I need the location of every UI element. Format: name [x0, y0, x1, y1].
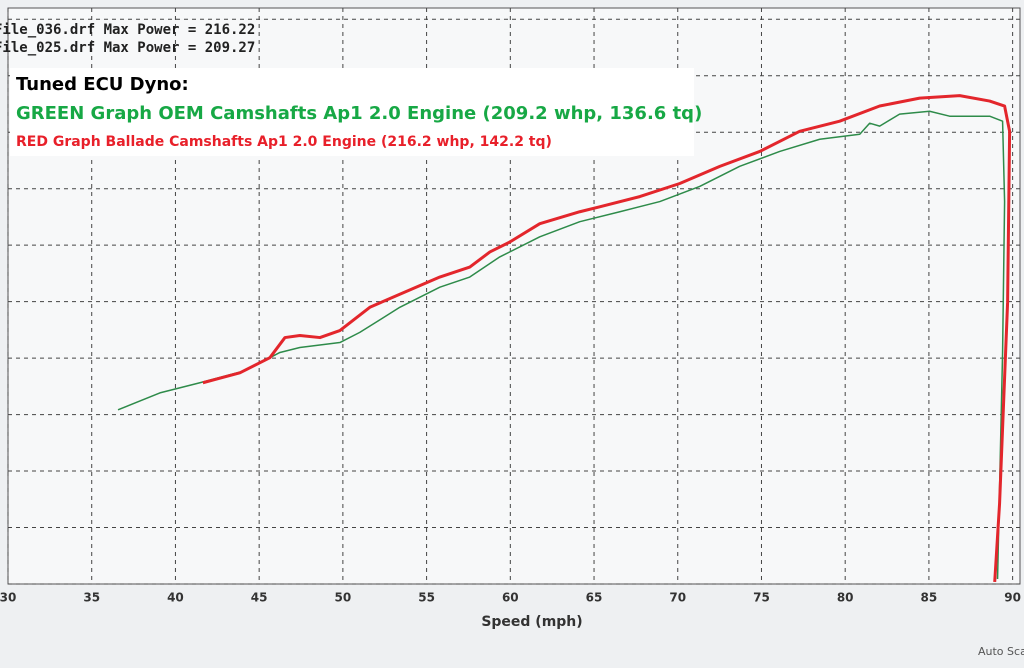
x-tick-label: 35: [83, 591, 100, 605]
file-line: File_036.drf Max Power = 216.22: [0, 22, 255, 38]
x-axis-label: Speed (mph): [481, 614, 582, 630]
x-tick-label: 65: [586, 591, 603, 605]
x-tick-label: 60: [502, 591, 519, 605]
x-tick-label: 40: [167, 591, 184, 605]
x-tick-label: 75: [753, 591, 770, 605]
annotation-line: RED Graph Ballade Camshafts Ap1 2.0 Engi…: [16, 134, 552, 150]
annotation-title: Tuned ECU Dyno:: [16, 74, 189, 95]
lines: [117, 94, 1012, 583]
x-tick-label: 55: [418, 591, 435, 605]
x-tick-label: 70: [669, 591, 686, 605]
status-text: Auto Sca: [978, 645, 1024, 658]
x-tick-label: 30: [0, 591, 16, 605]
x-tick-label: 90: [1004, 591, 1021, 605]
x-tick-label: 45: [251, 591, 268, 605]
file-line: File_025.drf Max Power = 209.27: [0, 40, 255, 56]
x-tick-label: 50: [335, 591, 352, 605]
annotation-box: [10, 68, 694, 156]
annotation-line: GREEN Graph OEM Camshafts Ap1 2.0 Engine…: [16, 103, 702, 124]
x-tick-label: 80: [837, 591, 854, 605]
series-line: [202, 94, 1012, 583]
x-tick-label: 85: [921, 591, 938, 605]
series-line: [117, 110, 1006, 580]
